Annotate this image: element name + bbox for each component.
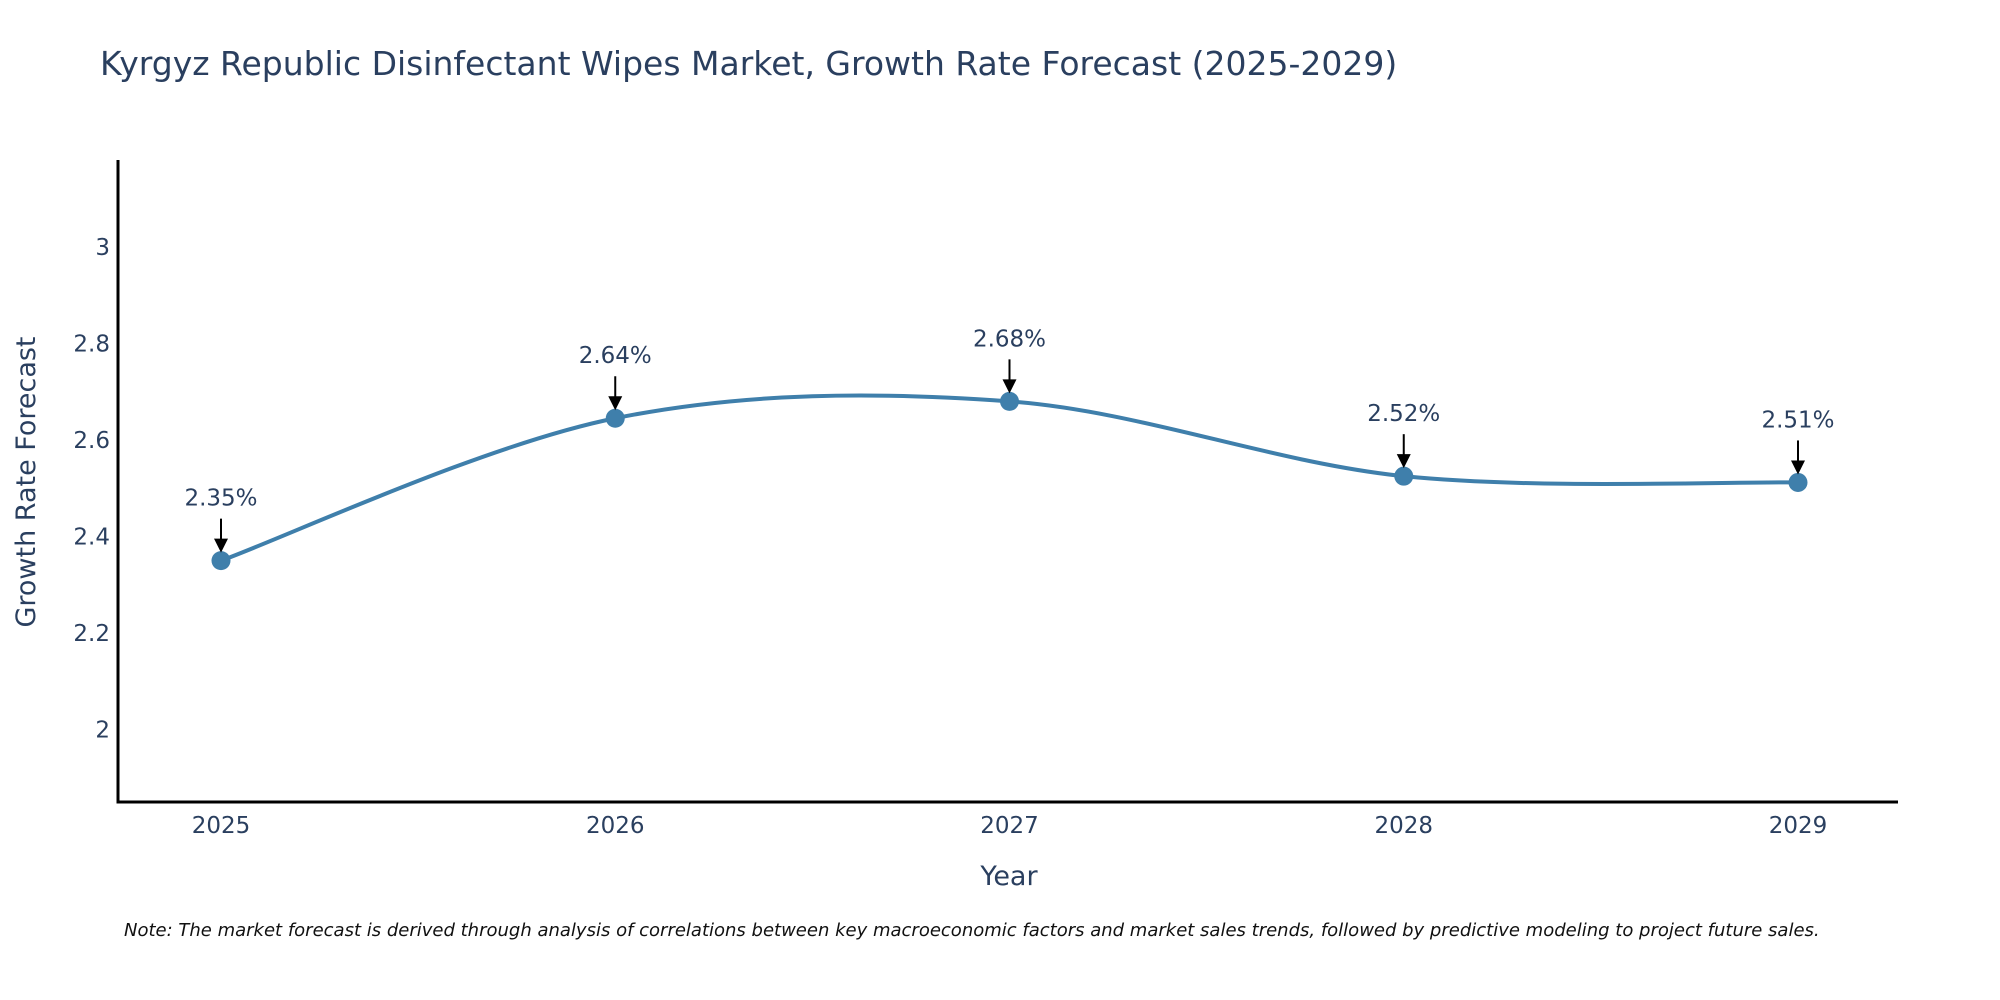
y-tick-label: 2.8 (73, 331, 110, 357)
footnote: Note: The market forecast is derived thr… (124, 920, 1820, 941)
y-tick-label: 2 (95, 718, 110, 744)
y-tick-label: 3 (95, 235, 110, 261)
axes (116, 160, 1898, 804)
series-line (220, 393, 1799, 563)
y-axis-title: Growth Rate Forecast (11, 336, 42, 627)
annotation-arrow-head (1002, 379, 1017, 394)
annotation-arrow-head (1791, 460, 1805, 475)
data-point (1000, 391, 1019, 411)
x-tick-label: 2027 (980, 813, 1039, 839)
data-label: 2.52% (1367, 401, 1440, 427)
annotation-arrow-head (1396, 454, 1411, 469)
x-tick-label: 2025 (192, 813, 251, 839)
chart-title: Kyrgyz Republic Disinfectant Wipes Marke… (100, 44, 1398, 83)
x-tick-label: 2028 (1374, 813, 1433, 839)
y-tick-label: 2.4 (73, 525, 110, 551)
data-point (211, 551, 231, 571)
data-marks: 2.35% 2.64% 2.68% 2.52% 2.51% (184, 326, 1835, 571)
data-point (1394, 466, 1414, 486)
annotation-arrow-head (214, 538, 228, 553)
series-line-layer (220, 393, 1799, 563)
y-tick-label: 2.2 (73, 621, 110, 647)
data-point (1788, 472, 1808, 492)
x-tick-label: 2029 (1769, 813, 1828, 839)
annotation-arrow-head (608, 396, 623, 411)
data-point (605, 408, 625, 428)
data-label: 2.68% (973, 326, 1046, 352)
data-label: 2.64% (579, 343, 652, 369)
axis-labels: 2 2.2 2.4 2.6 2.8 3 2025 2026 2027 2028 2029 Year Gr… (11, 235, 1827, 892)
x-tick-label: 2026 (586, 813, 645, 839)
data-label: 2.51% (1761, 407, 1834, 433)
y-tick-label: 2.6 (73, 428, 110, 454)
data-label: 2.35% (184, 486, 257, 512)
x-axis-title: Year (979, 861, 1038, 892)
